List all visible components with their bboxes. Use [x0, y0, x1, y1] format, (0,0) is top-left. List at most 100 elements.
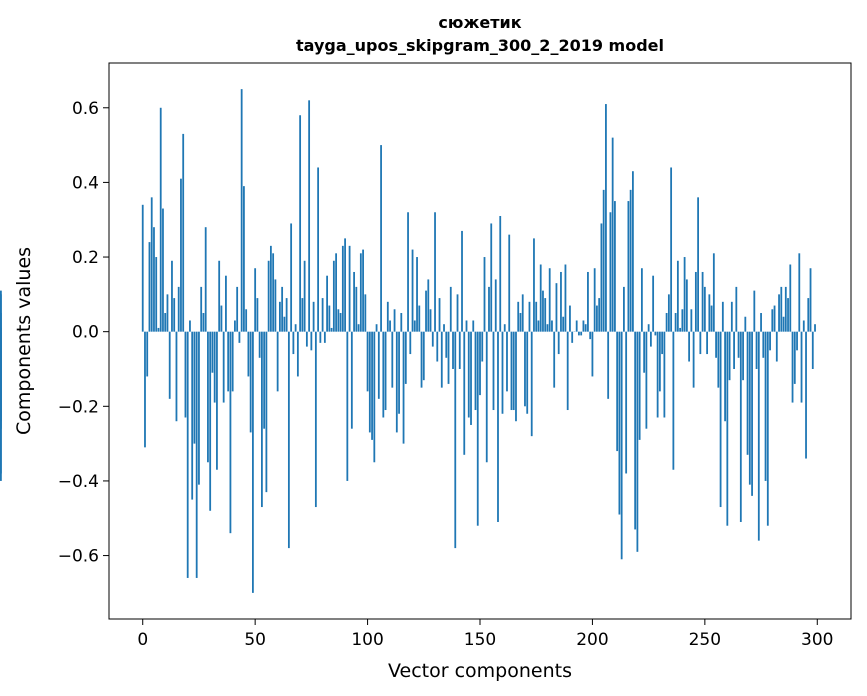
bar-87: [337, 309, 340, 332]
bar-196: [582, 320, 585, 332]
bar-177: [539, 264, 542, 332]
bar-76: [312, 301, 315, 332]
bar-175: [535, 301, 538, 332]
bar-46: [245, 309, 248, 332]
bar-186: [560, 271, 562, 332]
bar-286: [784, 286, 787, 332]
bar-62: [281, 286, 284, 332]
bar-230: [658, 331, 661, 392]
bar-190: [569, 305, 571, 332]
bar-198: [587, 271, 589, 332]
bar-68: [294, 324, 297, 332]
bar-276: [762, 331, 765, 358]
bar-125: [422, 331, 425, 381]
bar-151: [481, 331, 484, 362]
bar-295: [805, 331, 807, 459]
bar-85: [332, 260, 335, 332]
bar-244: [690, 309, 693, 332]
y-tick-label: 0.4: [72, 173, 99, 193]
bar-232: [663, 331, 666, 418]
bar-136: [447, 331, 450, 384]
bar-24: [195, 331, 198, 578]
x-tick-label: 200: [576, 630, 608, 650]
bar-203: [598, 298, 601, 332]
bar-268: [744, 316, 747, 332]
bar-284: [780, 286, 783, 332]
bar-246: [694, 271, 697, 332]
y-tick-label: −0.2: [58, 397, 99, 417]
x-tick-label: 0: [137, 630, 148, 650]
bar-112: [393, 309, 396, 332]
bar-22: [191, 331, 194, 500]
bar-114: [398, 331, 400, 414]
bar-undefined: [0, 331, 2, 481]
bar-115: [400, 313, 403, 332]
bar-80: [321, 298, 324, 332]
bar-36: [222, 331, 225, 403]
bar-217: [629, 189, 632, 332]
y-tick-label: 0.0: [72, 323, 99, 343]
bar-166: [515, 331, 517, 422]
bar-9: [162, 208, 164, 332]
x-axis-label: Vector components: [388, 660, 572, 682]
bar-134: [443, 324, 445, 332]
bar-169: [521, 294, 524, 332]
bar-23: [193, 331, 196, 444]
bar-undefined: [0, 327, 2, 332]
bar-235: [670, 167, 673, 332]
bar-27: [202, 313, 205, 332]
bar-278: [766, 331, 769, 526]
bar-208: [609, 212, 612, 332]
bar-30: [209, 331, 212, 511]
y-tick-label: −0.4: [58, 472, 99, 492]
bar-133: [440, 331, 443, 388]
bar-150: [479, 331, 481, 396]
x-tick-label: 300: [801, 630, 833, 650]
bar-281: [773, 305, 776, 332]
bar-187: [562, 316, 565, 332]
bar-176: [537, 320, 540, 332]
bar-239: [679, 327, 682, 332]
bar-248: [699, 331, 702, 355]
bar-73: [305, 331, 308, 347]
bar-266: [739, 331, 742, 522]
bar-111: [391, 331, 394, 388]
bar-113: [395, 331, 398, 433]
bar-88: [339, 313, 342, 332]
bar-292: [798, 253, 801, 332]
bar-34: [218, 260, 221, 332]
bar-12: [168, 331, 171, 399]
bar-116: [402, 331, 405, 444]
bar-1: [144, 331, 146, 448]
bar-264: [735, 286, 738, 332]
bar-135: [445, 331, 448, 358]
chart-title: сюжетик: [438, 13, 521, 32]
bar-8: [159, 107, 162, 332]
bar-65: [287, 331, 290, 549]
bar-144: [465, 320, 468, 332]
bar-18: [182, 133, 185, 332]
bar-131: [436, 331, 439, 362]
bar-259: [724, 331, 726, 422]
bar-202: [596, 305, 598, 332]
x-tick-label: 50: [244, 630, 266, 650]
bar-140: [456, 294, 459, 332]
bar-26: [200, 286, 203, 332]
bar-242: [685, 279, 688, 332]
bar-293: [800, 331, 803, 403]
bar-109: [386, 301, 389, 332]
bar-172: [528, 301, 531, 332]
bar-119: [409, 331, 412, 355]
bar-214: [623, 286, 625, 332]
bar-280: [771, 309, 774, 332]
bar-207: [607, 331, 610, 399]
bar-98: [362, 249, 364, 332]
bar-168: [519, 313, 522, 332]
bar-86: [335, 253, 337, 332]
bar-160: [501, 331, 504, 414]
bar-225: [647, 324, 650, 332]
bar-31: [211, 331, 214, 373]
bar-180: [546, 324, 549, 332]
bar-224: [645, 331, 648, 429]
